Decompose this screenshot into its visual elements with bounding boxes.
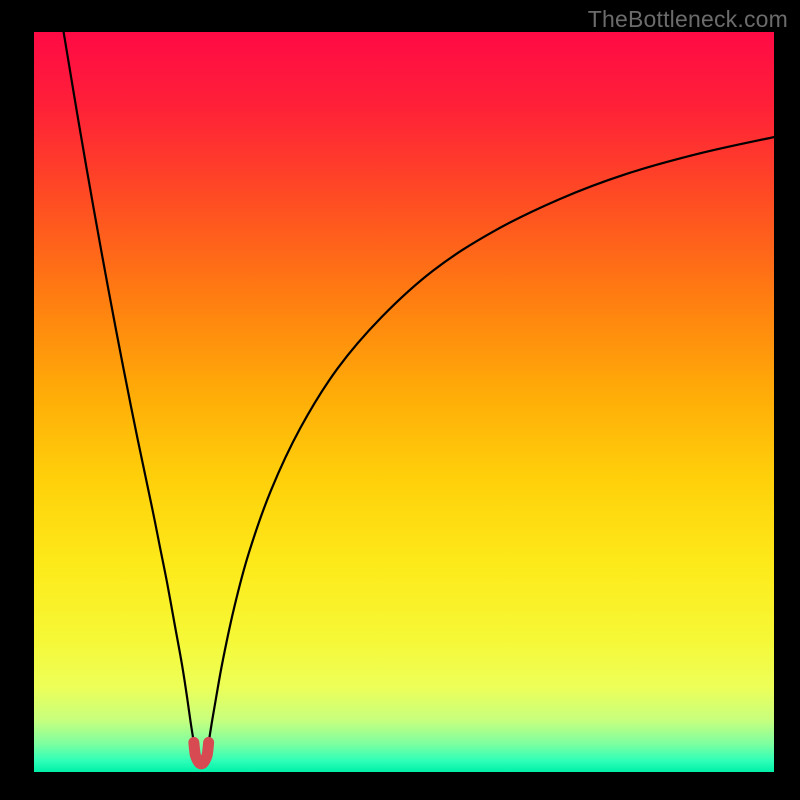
watermark-text: TheBottleneck.com (588, 6, 788, 33)
bottleneck-curve (34, 32, 774, 772)
valley-marker (194, 742, 209, 763)
curve-left-branch (64, 32, 194, 742)
curve-right-branch (209, 137, 774, 742)
plot-area (34, 32, 774, 772)
